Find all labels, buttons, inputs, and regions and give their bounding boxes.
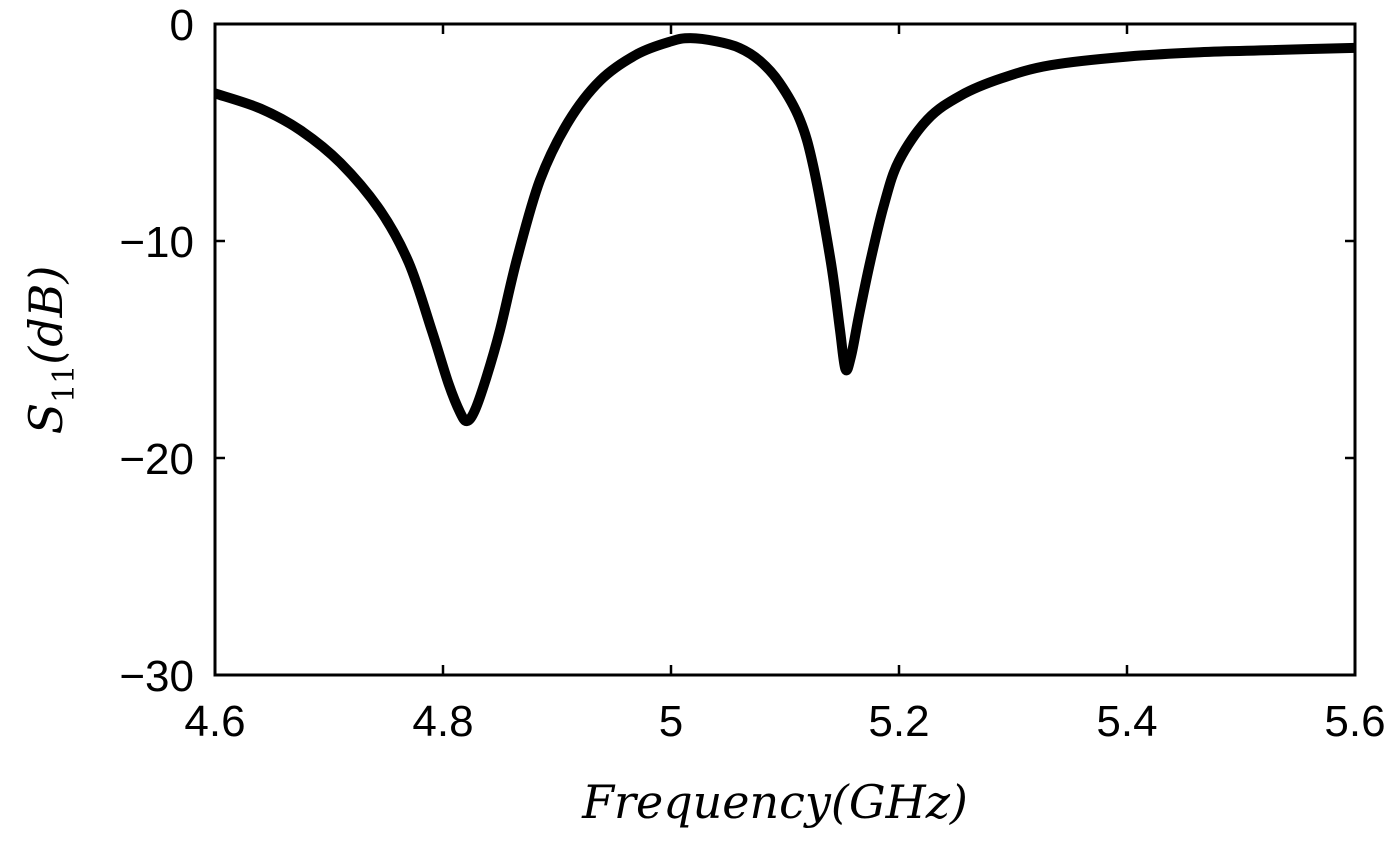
y-axis-title-unit: (dB)	[19, 266, 73, 365]
x-tick-label: 4.6	[184, 697, 245, 746]
x-tick-label: 5.4	[1096, 697, 1157, 746]
x-axis-title: Frequency(GHz)	[581, 775, 968, 829]
y-axis-title-main: S	[19, 403, 73, 435]
y-axis-tick-labels: 0 −10 −20 −30	[119, 1, 194, 701]
x-tick-label: 5	[659, 697, 683, 746]
x-tick-label: 4.8	[412, 697, 473, 746]
y-tick-label: −10	[119, 218, 194, 267]
x-tick-label: 5.6	[1324, 697, 1385, 746]
y-tick-label: −30	[119, 652, 194, 701]
plot-area	[213, 22, 1357, 677]
x-tick-label: 5.2	[868, 697, 929, 746]
y-tick-label: 0	[170, 1, 194, 50]
x-axis-tick-labels: 4.6 4.8 5 5.2 5.4 5.6	[184, 697, 1385, 746]
plot-frame	[213, 22, 1357, 677]
s11-curve	[213, 33, 1356, 427]
y-axis-title-subscript: 11	[47, 365, 82, 403]
y-axis-title: S11(dB)	[19, 266, 82, 435]
y-tick-label: −20	[119, 435, 194, 484]
y-axis-ticks	[215, 22, 1355, 677]
x-axis-ticks	[213, 24, 1357, 675]
